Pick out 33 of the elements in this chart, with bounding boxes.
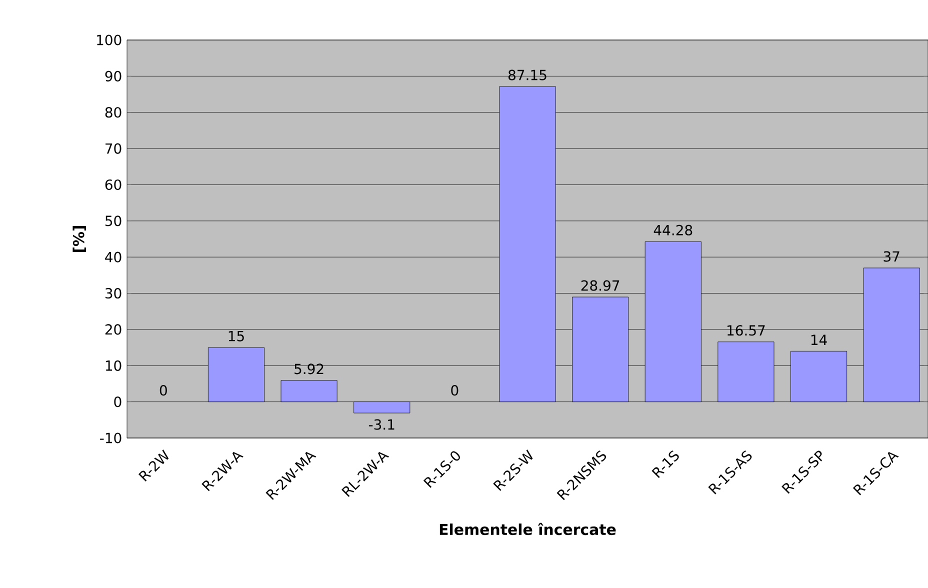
x-axis-title: Elementele încercate	[440, 522, 616, 536]
data-label: 28.97	[581, 280, 620, 291]
data-label: 15	[228, 330, 244, 342]
y-axis-title: [%]	[72, 226, 86, 252]
bar	[499, 86, 556, 402]
y-tick-label: 70	[106, 143, 122, 154]
data-label: -3.1	[368, 419, 394, 430]
y-tick-label: 10	[106, 360, 122, 371]
y-tick-label: 80	[105, 107, 122, 118]
bar	[718, 342, 774, 402]
data-label: 0	[160, 385, 167, 396]
y-tick-label: 50	[105, 216, 122, 226]
bar	[644, 241, 702, 402]
data-label: 0	[451, 385, 458, 396]
data-label: 37	[884, 251, 900, 262]
y-tick-label: 40	[105, 252, 122, 262]
y-tick-label: -10	[100, 432, 122, 444]
y-tick-label: 90	[105, 70, 122, 82]
y-tick-label: 30	[105, 288, 122, 299]
y-tick-label: 60	[105, 179, 122, 190]
bar	[863, 268, 920, 402]
data-label: 44.28	[654, 224, 692, 236]
bar	[572, 296, 629, 402]
data-label: 16.57	[728, 325, 765, 336]
bar	[280, 380, 338, 402]
y-tick-label: 20	[105, 324, 122, 335]
data-label: 14	[811, 334, 827, 345]
y-tick-label: 0	[114, 396, 122, 408]
bar	[208, 347, 264, 402]
data-label: 5.92	[294, 364, 324, 374]
y-tick-label: 100	[97, 34, 122, 46]
bar	[354, 402, 410, 414]
bar	[790, 350, 848, 402]
